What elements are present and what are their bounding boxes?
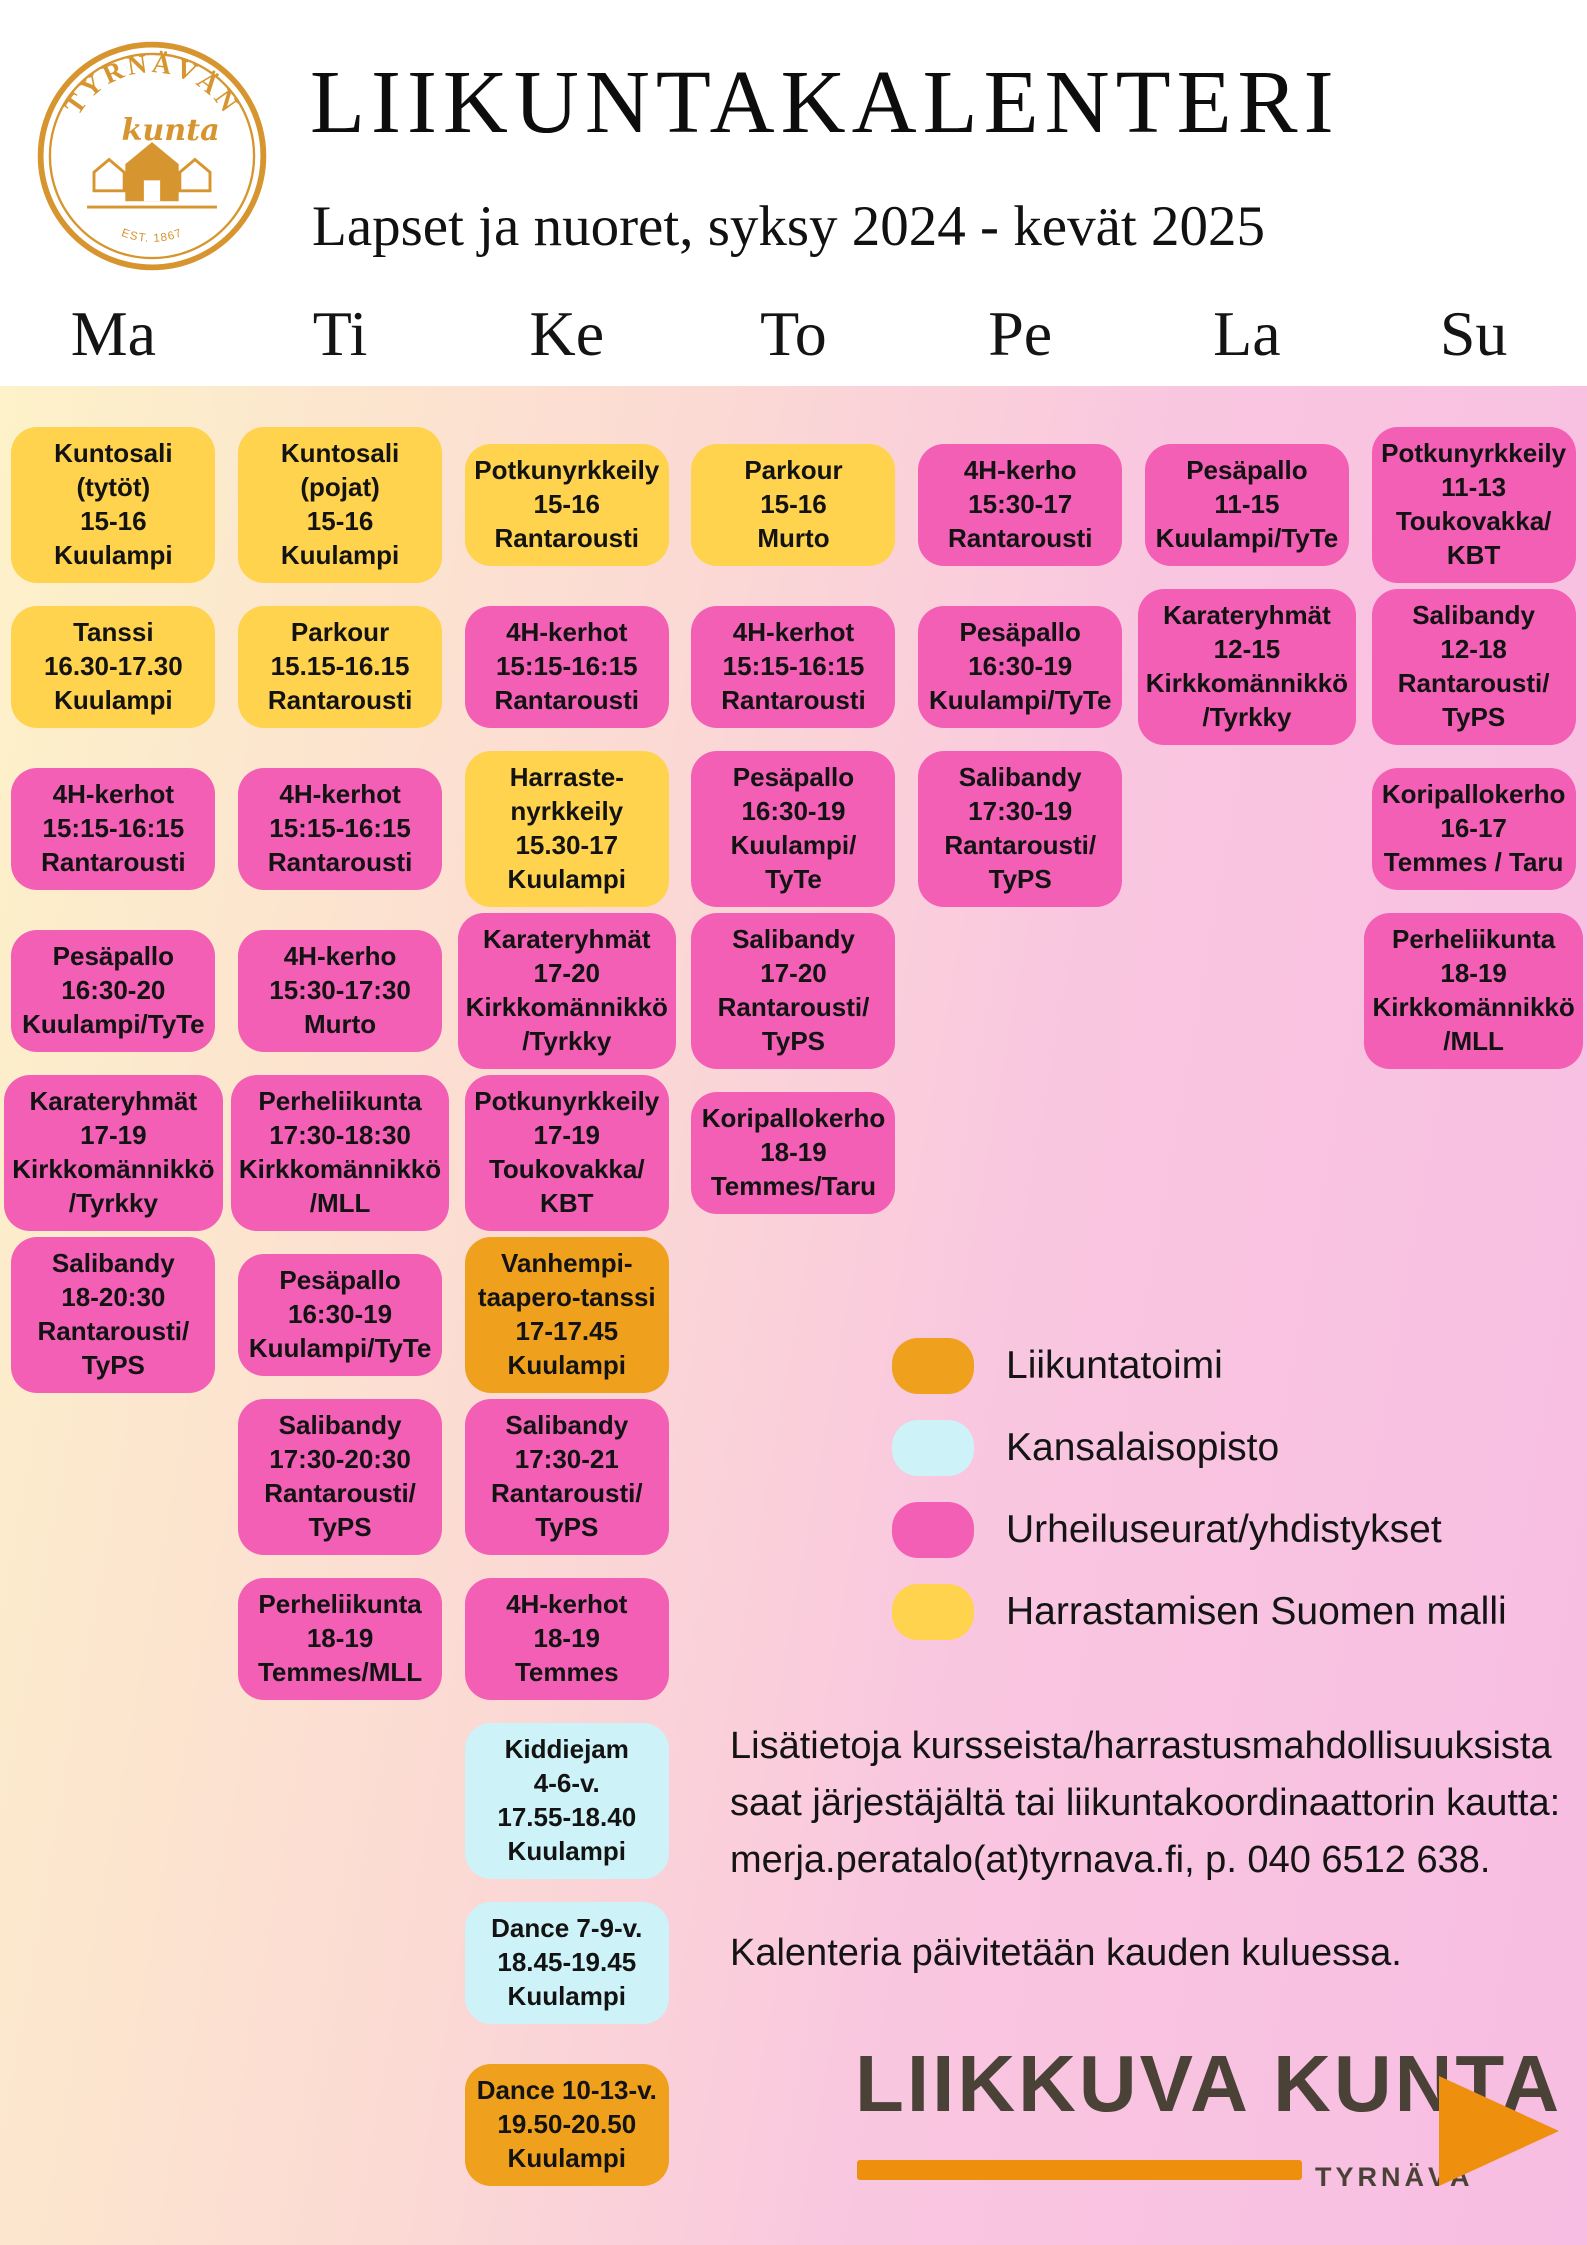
- event-card-pe-2: Pesäpallo 16:30-19 Kuulampi/TyTe: [918, 606, 1123, 728]
- arrow-head-icon: [1439, 2076, 1559, 2186]
- legend-label: Kansalaisopisto: [1006, 1426, 1280, 1469]
- event-card-ti-6: Pesäpallo 16:30-19 Kuulampi/TyTe: [238, 1254, 443, 1376]
- info-block: Lisätietoja kursseista/harrastusmahdolli…: [730, 1718, 1587, 1982]
- cards-grid: Kuntosali (tytöt) 15-16 Kuulampi Tanssi …: [0, 386, 1587, 2206]
- event-card-ti-5: Perheliikunta 17:30-18:30 Kirkkomännikkö…: [230, 1075, 450, 1231]
- calendar-area: Kuntosali (tytöt) 15-16 Kuulampi Tanssi …: [0, 386, 1587, 2245]
- event-card-ma-5: Karateryhmät 17-19 Kirkkomännikkö /Tyrkk…: [4, 1075, 223, 1231]
- logo-est-text: EST. 1867: [120, 226, 183, 245]
- event-card-ma-1: Kuntosali (tytöt) 15-16 Kuulampi: [11, 427, 216, 583]
- day-header-pe: Pe: [988, 298, 1053, 369]
- event-card-ke-8: 4H-kerhot 18-19 Temmes: [464, 1578, 669, 1700]
- legend-item-harrastamisen-malli: Harrastamisen Suomen malli: [892, 1584, 1507, 1640]
- event-card-ke-5: Potkunyrkkeily 17-19 Toukovakka/ KBT: [464, 1075, 669, 1231]
- event-card-ke-10: Dance 7-9-v. 18.45-19.45 Kuulampi: [464, 1902, 669, 2024]
- event-card-pe-1: 4H-kerho 15:30-17 Rantarousti: [918, 444, 1123, 566]
- day-header-la: La: [1213, 298, 1281, 369]
- page-subtitle: Lapset ja nuoret, syksy 2024 - kevät 202…: [312, 195, 1265, 258]
- event-card-to-1: Parkour 15-16 Murto: [691, 444, 896, 566]
- liikkuva-kunta-logo: LIIKKUVA KUNTA TYRNÄVÄ: [855, 2038, 1565, 2228]
- legend-item-urheiluseurat: Urheiluseurat/yhdistykset: [892, 1502, 1507, 1558]
- day-header-row: Ma Ti Ke To Pe La Su: [0, 296, 1587, 373]
- event-card-ma-4: Pesäpallo 16:30-20 Kuulampi/TyTe: [11, 930, 216, 1052]
- event-card-ke-1: Potkunyrkkeily 15-16 Rantarousti: [464, 444, 669, 566]
- event-card-ti-3: 4H-kerhot 15:15-16:15 Rantarousti: [238, 768, 443, 890]
- event-card-ke-2: 4H-kerhot 15:15-16:15 Rantarousti: [464, 606, 669, 728]
- event-card-ti-7: Salibandy 17:30-20:30 Rantarousti/ TyPS: [238, 1399, 443, 1555]
- event-card-ke-4: Karateryhmät 17-20 Kirkkomännikkö /Tyrkk…: [457, 913, 676, 1069]
- municipality-logo: TYRNÄVÄN kunta EST. 1867: [37, 41, 267, 271]
- arrow-bar: [857, 2160, 1302, 2180]
- event-card-ma-3: 4H-kerhot 15:15-16:15 Rantarousti: [11, 768, 216, 890]
- legend-swatch-liikuntatoimi: [892, 1338, 974, 1394]
- day-header-ke: Ke: [529, 298, 605, 369]
- event-card-su-1: Potkunyrkkeily 11-13 Toukovakka/ KBT: [1371, 427, 1576, 583]
- event-card-la-2: Karateryhmät 12-15 Kirkkomännikkö /Tyrkk…: [1137, 589, 1357, 745]
- svg-text:EST. 1867: EST. 1867: [120, 226, 185, 245]
- event-card-la-1: Pesäpallo 11-15 Kuulampi/TyTe: [1144, 444, 1349, 566]
- legend-item-liikuntatoimi: Liikuntatoimi: [892, 1338, 1507, 1394]
- event-card-to-4: Salibandy 17-20 Rantarousti/ TyPS: [691, 913, 896, 1069]
- legend-swatch-urheiluseurat: [892, 1502, 974, 1558]
- legend-swatch-kansalaisopisto: [892, 1420, 974, 1476]
- event-card-to-2: 4H-kerhot 15:15-16:15 Rantarousti: [691, 606, 896, 728]
- houses-icon: [87, 142, 217, 209]
- event-card-ma-6: Salibandy 18-20:30 Rantarousti/ TyPS: [11, 1237, 216, 1393]
- event-card-ke-11: Dance 10-13-v. 19.50-20.50 Kuulampi: [464, 2064, 669, 2186]
- event-card-ke-7: Salibandy 17:30-21 Rantarousti/ TyPS: [464, 1399, 669, 1555]
- page-title: LIIKUNTAKALENTERI: [310, 53, 1340, 152]
- event-card-su-3: Koripallokerho 16-17 Temmes / Taru: [1371, 768, 1576, 890]
- legend-swatch-harrastamisen-malli: [892, 1584, 974, 1640]
- event-card-ma-2: Tanssi 16.30-17.30 Kuulampi: [11, 606, 216, 728]
- event-card-ke-3: Harraste- nyrkkeily 15.30-17 Kuulampi: [464, 751, 669, 907]
- legend-item-kansalaisopisto: Kansalaisopisto: [892, 1420, 1507, 1476]
- day-header-su: Su: [1439, 298, 1508, 369]
- day-header-ma: Ma: [70, 298, 156, 369]
- event-card-ke-6: Vanhempi- taapero-tanssi 17-17.45 Kuulam…: [464, 1237, 669, 1393]
- day-header-to: To: [760, 298, 827, 369]
- event-card-ti-1: Kuntosali (pojat) 15-16 Kuulampi: [238, 427, 443, 583]
- event-card-to-5: Koripallokerho 18-19 Temmes/Taru: [691, 1092, 896, 1214]
- event-card-su-4: Perheliikunta 18-19 Kirkkomännikkö /MLL: [1364, 913, 1583, 1069]
- event-card-to-3: Pesäpallo 16:30-19 Kuulampi/ TyTe: [691, 751, 896, 907]
- legend-label: Urheiluseurat/yhdistykset: [1006, 1508, 1442, 1551]
- event-card-ke-9: Kiddiejam 4-6-v. 17.55-18.40 Kuulampi: [464, 1723, 669, 1879]
- day-header-ti: Ti: [312, 298, 368, 369]
- update-note-text: Kalenteria päivitetään kauden kuluessa.: [730, 1932, 1402, 1974]
- legend-label: Harrastamisen Suomen malli: [1006, 1590, 1507, 1633]
- event-card-ti-4: 4H-kerho 15:30-17:30 Murto: [238, 930, 443, 1052]
- logo-inner-ring: [48, 52, 256, 260]
- event-card-ti-2: Parkour 15.15-16.15 Rantarousti: [238, 606, 443, 728]
- header: TYRNÄVÄN kunta EST. 1867 LIIKUNTAKALENTE…: [0, 0, 1587, 386]
- contact-info-text: Lisätietoja kursseista/harrastusmahdolli…: [730, 1725, 1561, 1881]
- legend-label: Liikuntatoimi: [1006, 1344, 1223, 1387]
- legend: Liikuntatoimi Kansalaisopisto Urheiluseu…: [892, 1338, 1507, 1640]
- event-card-ti-8: Perheliikunta 18-19 Temmes/MLL: [238, 1578, 443, 1700]
- event-card-su-2: Salibandy 12-18 Rantarousti/ TyPS: [1371, 589, 1576, 745]
- logo-script-text: kunta: [121, 113, 219, 148]
- event-card-pe-3: Salibandy 17:30-19 Rantarousti/ TyPS: [918, 751, 1123, 907]
